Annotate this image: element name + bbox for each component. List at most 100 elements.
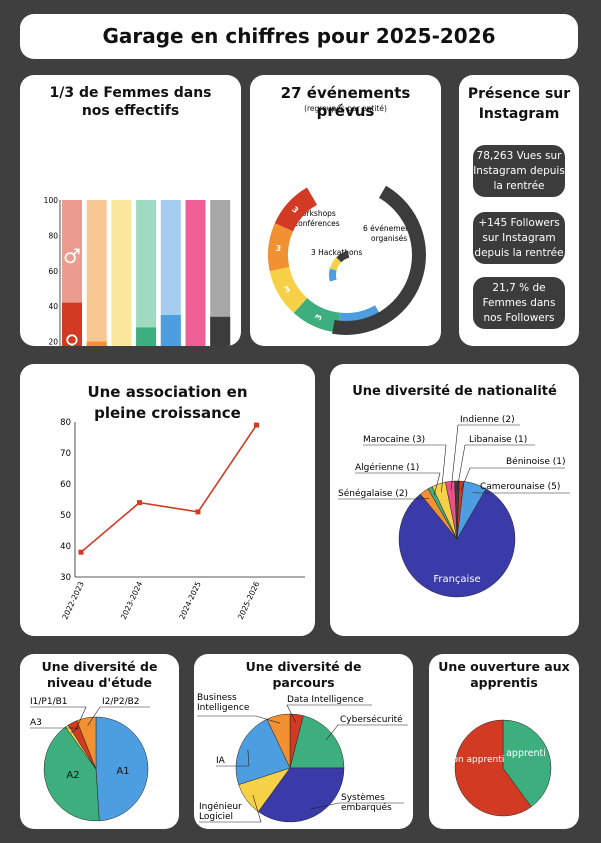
growth-card: Une association en pleine croissance 30 4…	[20, 364, 315, 636]
instagram-card: Présence sur Instagram 78,263 Vues sur I…	[459, 75, 579, 346]
pie-label-non-apprenti: Non apprenti	[446, 755, 505, 765]
bar-men-makerlab	[160, 200, 181, 346]
pie-leader-indienne-2	[450, 424, 520, 491]
male-symbol: ♂	[63, 244, 81, 268]
events-title: 27 événements prévus	[280, 84, 411, 120]
instagram-stat-views-text: 78,263 Vues sur Instagram depuis la rent…	[473, 149, 565, 192]
instagram-stat-women-text: 21,7 % de Femmes dans nos Followers	[482, 281, 556, 324]
growth-title: Une association en pleine croissance	[87, 383, 248, 422]
y-tick-label: 60	[60, 480, 71, 490]
pie-slice-ia	[235, 718, 291, 786]
study-title: Une diversité de niveau d'étude	[41, 659, 158, 690]
pie-leader-i1-p1-b1	[30, 706, 87, 730]
pie-leader-senegalaise-2	[338, 498, 430, 500]
pie-slice-camerounaise-5	[456, 481, 487, 540]
events-label-organised-2: organisés	[371, 234, 407, 243]
bar-women-coderlab	[62, 302, 82, 346]
pie-label-business-intelligence-0: Business	[197, 693, 237, 703]
bar-men-ialab	[136, 200, 157, 346]
ring-workshop-label-1: 3	[290, 205, 300, 215]
pie-label-a3: A3	[30, 718, 42, 728]
pie-label-francaise: Française	[433, 574, 480, 585]
x-tick-label: 2025-2026	[236, 580, 262, 621]
ring-hackathon-segment-1	[329, 268, 337, 282]
pie-slice-cybersecurite	[289, 715, 345, 769]
nationality-card: Une diversité de nationalité Française Sé…	[330, 364, 579, 636]
tracks-title: Une diversité de parcours	[245, 659, 362, 690]
pie-label-marocaine-3: Marocaine (3)	[363, 435, 425, 445]
pie-label-ingenieur-logiciel-1: Logiciel	[199, 812, 233, 822]
pie-leader-business-intelligence	[197, 715, 281, 724]
pie-label-systemes-embarques-0: Systèmes	[341, 792, 385, 803]
instagram-title: Présence sur Instagram	[467, 86, 571, 122]
instagram-stat-followers-text: +145 Followers sur Instagram depuis la r…	[474, 216, 564, 259]
y-tick-label: 100	[44, 196, 59, 205]
women-card: 1/3 de Femmes dans nos effectifs 0204060…	[20, 75, 241, 346]
ring-workshop-segment-4	[293, 298, 340, 333]
ring-workshop-segment-3	[269, 267, 308, 313]
header-card: Garage en chiffres pour 2025-2026	[20, 14, 578, 59]
pie-leader-data-intelligence	[286, 704, 372, 723]
pie-label-ingenieur-logiciel-0: Ingénieur	[199, 801, 242, 812]
ring-organised-segment	[332, 185, 426, 335]
events-label-organised: 6 événements	[363, 224, 417, 233]
pie-label-algerienne-1: Algérienne (1)	[355, 462, 419, 473]
pie-label-camerounaise-5: Camerounaise (5)	[480, 482, 560, 492]
events-label-hackathons: 3 Hackathons	[311, 248, 362, 257]
events-card: 27 événements prévus (regroupés par enti…	[250, 75, 441, 346]
ring-workshop-segment-1	[274, 187, 317, 232]
page-title: Garage en chiffres pour 2025-2026	[102, 24, 496, 48]
bar-men-cyberlab	[86, 200, 107, 346]
pie-slice-a2	[43, 726, 100, 822]
pie-label-a1: A1	[116, 766, 129, 777]
pie-label-business-intelligence-1: Intelligence	[197, 703, 250, 713]
pie-leader-i2-p2-b2	[87, 706, 150, 726]
y-tick-label: 40	[48, 302, 58, 311]
pie-slice-a1	[95, 716, 149, 822]
ring-workshop-label-4: 3	[314, 313, 324, 322]
y-tick-label: 80	[60, 418, 71, 428]
y-tick-label: 30	[60, 573, 71, 583]
study-card: Une diversité de niveau d'étude A1 A2 A3 I1…	[20, 654, 179, 829]
ring-hackathon-segment-3	[336, 250, 350, 263]
instagram-stat-followers: +145 Followers sur Instagram depuis la r…	[473, 212, 565, 264]
pie-leader-camerounaise-5	[472, 491, 570, 494]
y-tick-label: 80	[48, 231, 58, 240]
tracks-pie-chart: Data Intelligence Cybersécurité Systèmesem…	[197, 693, 408, 823]
pie-label-libanaise-1: Libanaise (1)	[469, 435, 527, 445]
apprentices-card: Une ouverture aux apprentis apprenti Non …	[429, 654, 579, 829]
female-symbol: ♀	[65, 330, 80, 346]
ring-workshop-label-3: 3	[283, 284, 292, 295]
bar-women-makerlab	[160, 315, 181, 346]
pie-label-indienne-2: Indienne (2)	[460, 415, 515, 425]
growth-point-2022-2023	[78, 549, 84, 555]
pie-label-cybersecurite: Cybersécurité	[340, 714, 403, 725]
events-label-workshops-2: et Conférences	[283, 219, 340, 228]
pie-label-ia: IA	[216, 756, 226, 766]
x-tick-label: 2023-2024	[119, 580, 145, 621]
ring-hackathon-segment-2	[329, 257, 342, 271]
events-subtitle: (regroupés par entité)	[304, 104, 387, 113]
y-tick-label: 20	[48, 338, 58, 346]
women-bar-chart: 020406080100CoderLabCyberLabFintechLabIA…	[44, 196, 231, 346]
events-label-workshops: 15 Workshops	[283, 209, 336, 218]
events-ring-chart: 15 Workshops et Conférences 3 Hackathons…	[268, 185, 426, 335]
pie-leader-beninoise-1	[460, 467, 565, 490]
x-tick-label: 2024-2025	[177, 580, 203, 621]
ring-workshop-segment-2	[268, 223, 294, 272]
instagram-stat-women: 21,7 % de Femmes dans nos Followers	[473, 277, 565, 329]
pie-slice-systemes-embarques	[257, 767, 345, 823]
pie-leader-ia	[216, 749, 250, 767]
pie-label-apprenti: apprenti	[506, 748, 546, 759]
growth-point-2025-2026	[254, 422, 259, 428]
bar-women-cyberlab	[86, 341, 107, 346]
apprentices-title: Une ouverture aux apprentis	[438, 659, 570, 690]
women-title: 1/3 de Femmes dans nos effectifs	[49, 85, 212, 119]
y-tick-label: 60	[48, 267, 58, 276]
ring-workshop-label-2: 3	[275, 244, 281, 254]
growth-series-line	[80, 424, 258, 553]
pie-label-systemes-embarques-1: embarqués	[341, 802, 392, 813]
growth-point-2023-2024	[137, 500, 142, 506]
pie-leader-ingenieur-logiciel	[199, 794, 262, 823]
